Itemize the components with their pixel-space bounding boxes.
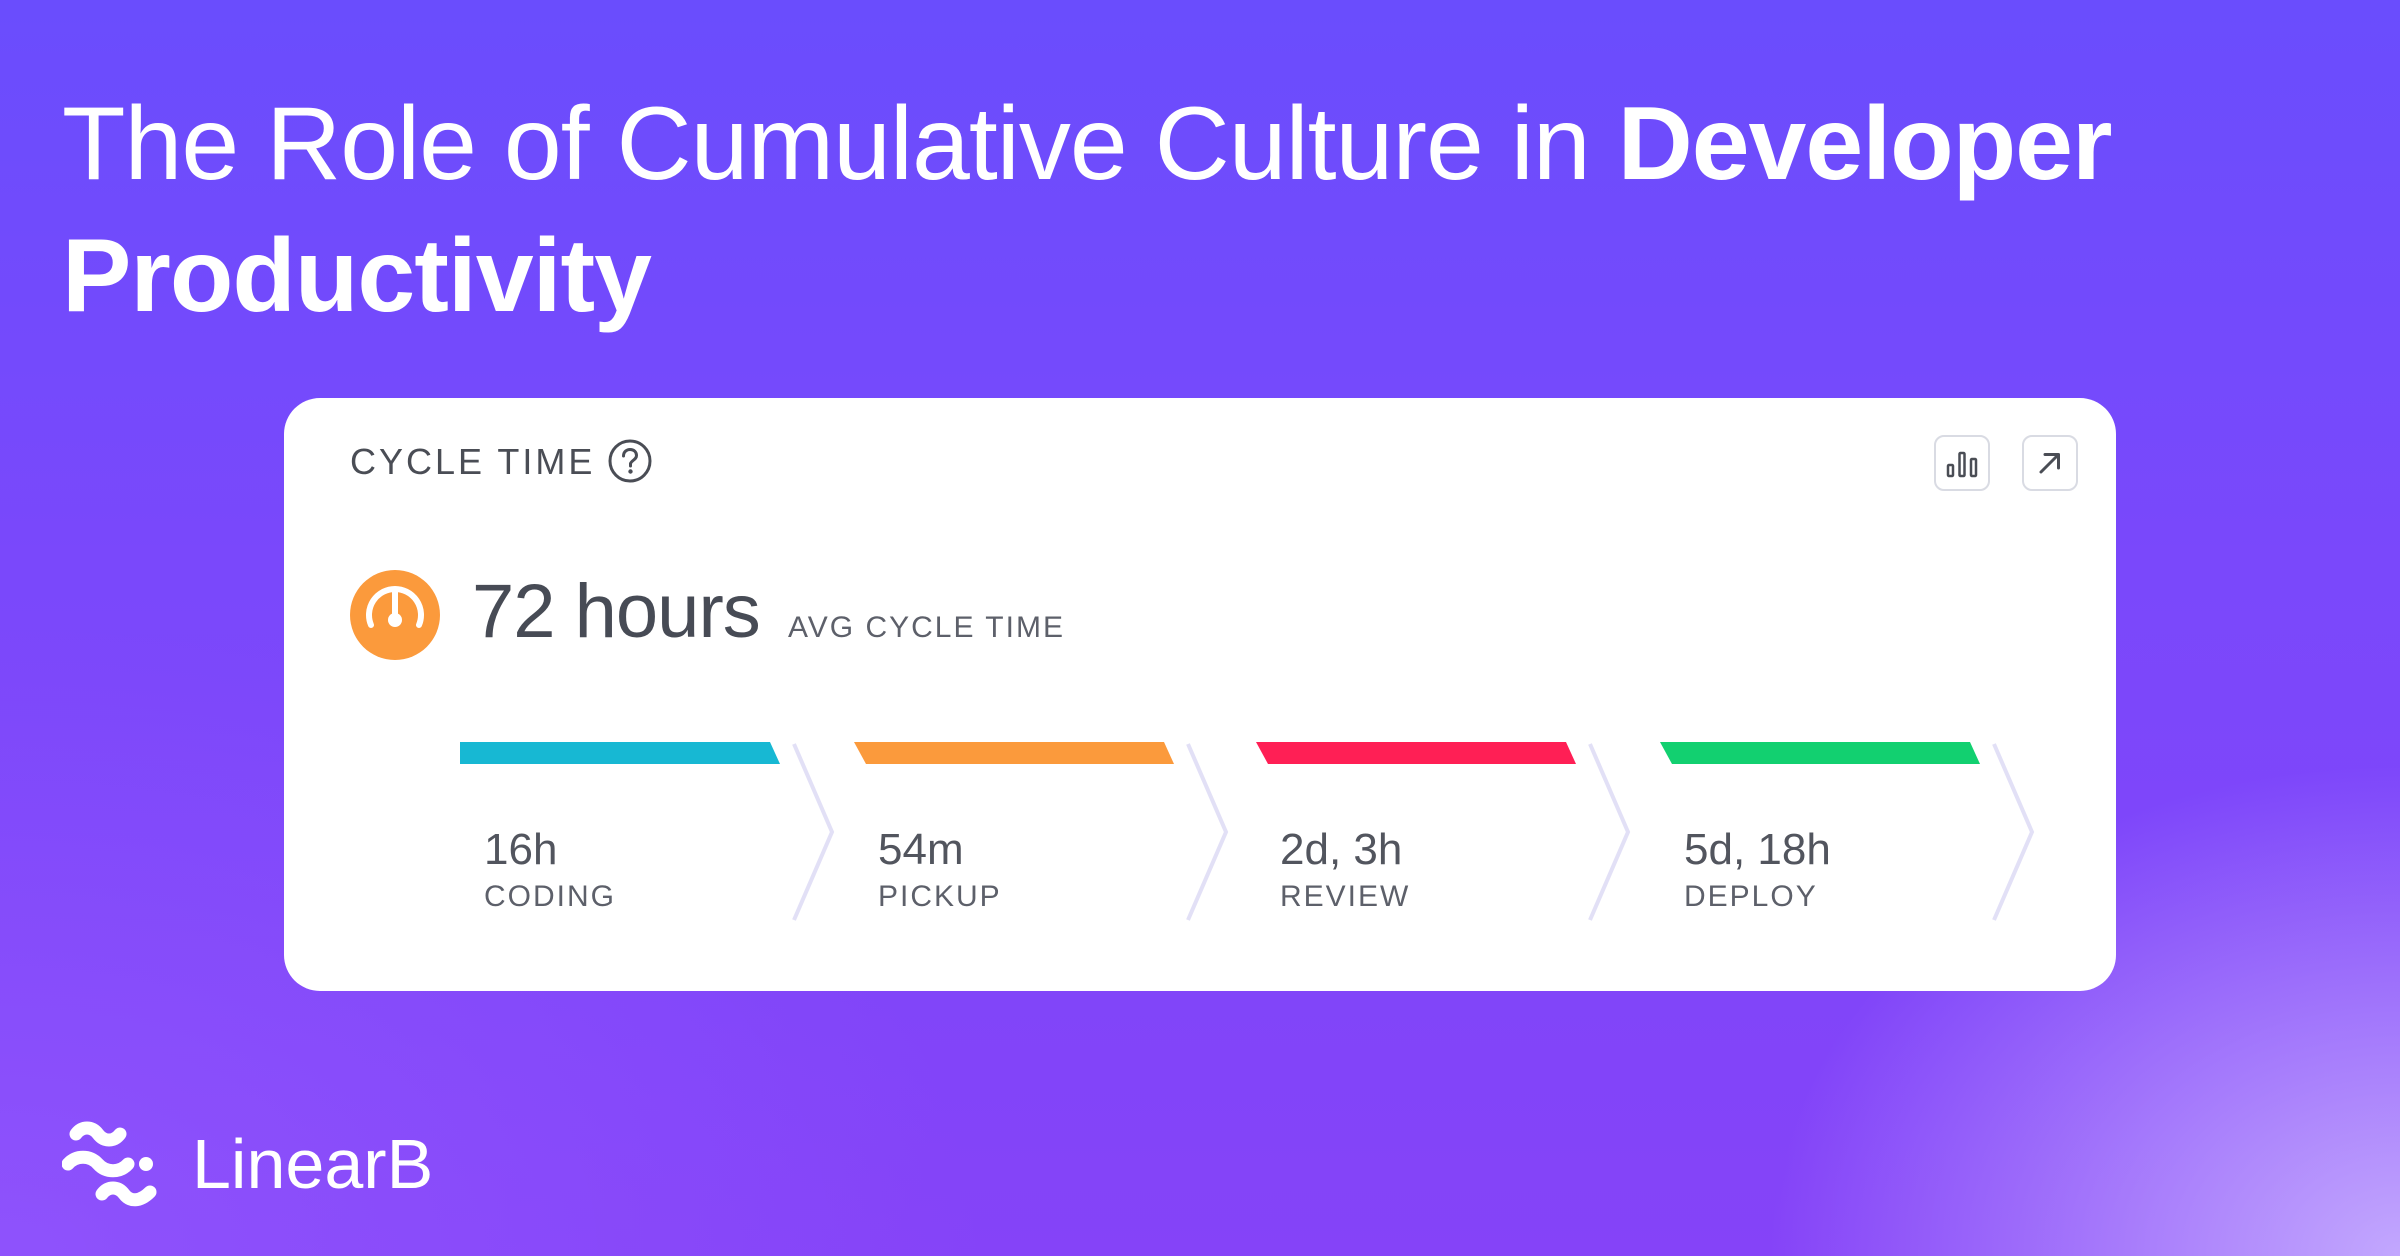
stage-value: 16h (484, 825, 558, 874)
stage-label: CODING (484, 880, 616, 913)
chevron-right-icon (1186, 743, 1229, 921)
brand-name: LinearB (192, 1125, 434, 1203)
avg-cycle-time-label: AVG CYCLE TIME (788, 611, 1065, 644)
cycle-time-card: CYCLE TIME 72 hours AVG CYCLE TIME 16h C… (284, 398, 2116, 991)
stage-bar (1660, 742, 1980, 764)
avg-cycle-time-value: 72 hours (472, 569, 761, 654)
headline-bold: Developer Productivity (62, 86, 2112, 334)
chevron-right-icon (1992, 743, 2035, 921)
stage-bar (854, 742, 1174, 764)
headline-regular: The Role of Cumulative Culture in (62, 86, 1618, 202)
stage-value: 2d, 3h (1280, 825, 1403, 874)
linearb-logo-icon (62, 1121, 157, 1207)
bar-chart-icon (1946, 451, 1978, 478)
chart-view-button[interactable] (1934, 435, 1990, 491)
arrow-up-right-icon (2039, 453, 2060, 474)
chevron-right-icon (1588, 743, 1631, 921)
stage-label: DEPLOY (1684, 880, 1818, 913)
stage-value: 54m (878, 825, 964, 874)
stage-value: 5d, 18h (1684, 825, 1831, 874)
stage-label: REVIEW (1280, 880, 1411, 913)
chevron-right-icon (792, 743, 835, 921)
open-details-button[interactable] (2022, 435, 2078, 491)
stage-label: PICKUP (878, 880, 1002, 913)
stage-bar (1256, 742, 1576, 764)
gauge-icon (350, 570, 440, 660)
page-headline: The Role of Cumulative Culture in Develo… (62, 78, 2342, 342)
stage-bar (460, 742, 780, 764)
card-title: CYCLE TIME (350, 441, 596, 482)
question-circle-icon[interactable] (607, 438, 653, 484)
